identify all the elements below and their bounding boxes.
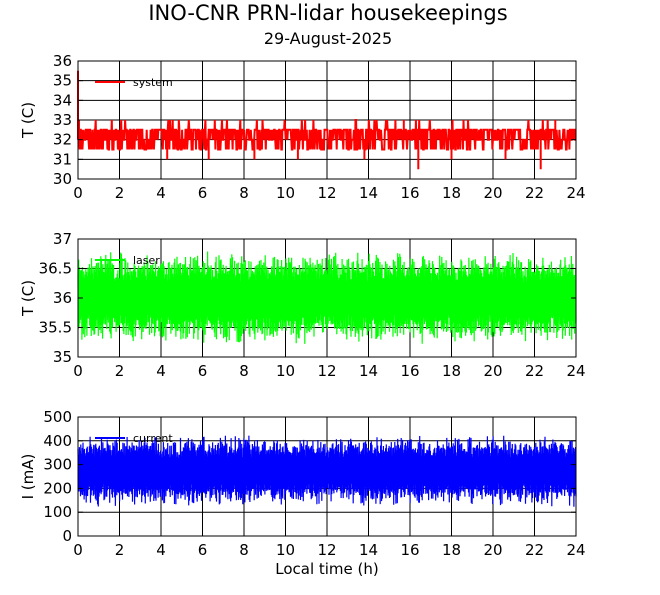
x-tick-label: 4	[156, 362, 166, 380]
x-tick-label: 0	[73, 541, 83, 559]
y-axis-label: T (C)	[19, 280, 37, 317]
x-tick-label: 6	[198, 184, 208, 202]
y-axis-label: T (C)	[19, 102, 37, 139]
y-tick-label: 37	[53, 230, 72, 248]
x-tick-label: 4	[156, 541, 166, 559]
y-tick-label: 0	[62, 527, 72, 545]
y-tick-label: 30	[53, 170, 72, 188]
y-tick-label: 36	[53, 52, 72, 70]
y-tick-label: 100	[43, 503, 72, 521]
y-tick-label: 33	[53, 111, 72, 129]
x-tick-label: 20	[483, 541, 502, 559]
x-tick-label: 18	[442, 184, 461, 202]
x-tick-label: 14	[359, 184, 378, 202]
x-tick-label: 10	[276, 541, 295, 559]
y-tick-label: 36	[53, 289, 72, 307]
y-tick-label: 34	[53, 91, 72, 109]
y-axis-label: I (mA)	[19, 454, 37, 500]
series-line-laser	[77, 251, 577, 344]
y-tick-label: 35	[53, 72, 72, 90]
figure-title: INO-CNR PRN-lidar housekeepings	[148, 1, 507, 25]
x-tick-label: 2	[115, 541, 125, 559]
x-tick-label: 8	[239, 541, 249, 559]
legend-label: laser	[133, 254, 160, 267]
x-tick-label: 16	[400, 541, 419, 559]
x-tick-label: 24	[566, 541, 585, 559]
x-tick-label: 6	[198, 541, 208, 559]
x-tick-label: 16	[400, 184, 419, 202]
series-line-system	[77, 70, 577, 170]
series-line-current	[77, 435, 577, 507]
x-tick-label: 20	[483, 184, 502, 202]
x-tick-label: 22	[525, 184, 544, 202]
y-tick-label: 500	[43, 408, 72, 426]
x-tick-label: 20	[483, 362, 502, 380]
x-tick-label: 16	[400, 362, 419, 380]
x-tick-label: 10	[276, 184, 295, 202]
y-tick-label: 36.5	[39, 260, 72, 278]
x-tick-label: 18	[442, 362, 461, 380]
x-tick-label: 0	[73, 184, 83, 202]
y-tick-label: 35	[53, 348, 72, 366]
x-tick-label: 8	[239, 184, 249, 202]
x-tick-label: 6	[198, 362, 208, 380]
y-tick-label: 35.5	[39, 319, 72, 337]
legend-label: current	[133, 432, 173, 445]
x-tick-label: 14	[359, 541, 378, 559]
x-tick-label: 12	[317, 541, 336, 559]
x-tick-label: 12	[317, 184, 336, 202]
x-tick-label: 24	[566, 362, 585, 380]
x-tick-label: 8	[239, 362, 249, 380]
x-tick-label: 0	[73, 362, 83, 380]
x-tick-label: 22	[525, 362, 544, 380]
y-tick-label: 300	[43, 456, 72, 474]
x-tick-label: 12	[317, 362, 336, 380]
x-axis-label: Local time (h)	[275, 560, 379, 578]
y-tick-label: 400	[43, 432, 72, 450]
y-tick-label: 32	[53, 131, 72, 149]
y-tick-label: 200	[43, 479, 72, 497]
x-tick-label: 14	[359, 362, 378, 380]
x-tick-label: 24	[566, 184, 585, 202]
x-tick-label: 2	[115, 184, 125, 202]
x-tick-label: 10	[276, 362, 295, 380]
x-tick-label: 18	[442, 541, 461, 559]
x-tick-label: 4	[156, 184, 166, 202]
y-tick-label: 31	[53, 150, 72, 168]
legend-label: system	[133, 76, 173, 89]
figure-subtitle: 29-August-2025	[264, 29, 392, 48]
x-tick-label: 2	[115, 362, 125, 380]
x-tick-label: 22	[525, 541, 544, 559]
